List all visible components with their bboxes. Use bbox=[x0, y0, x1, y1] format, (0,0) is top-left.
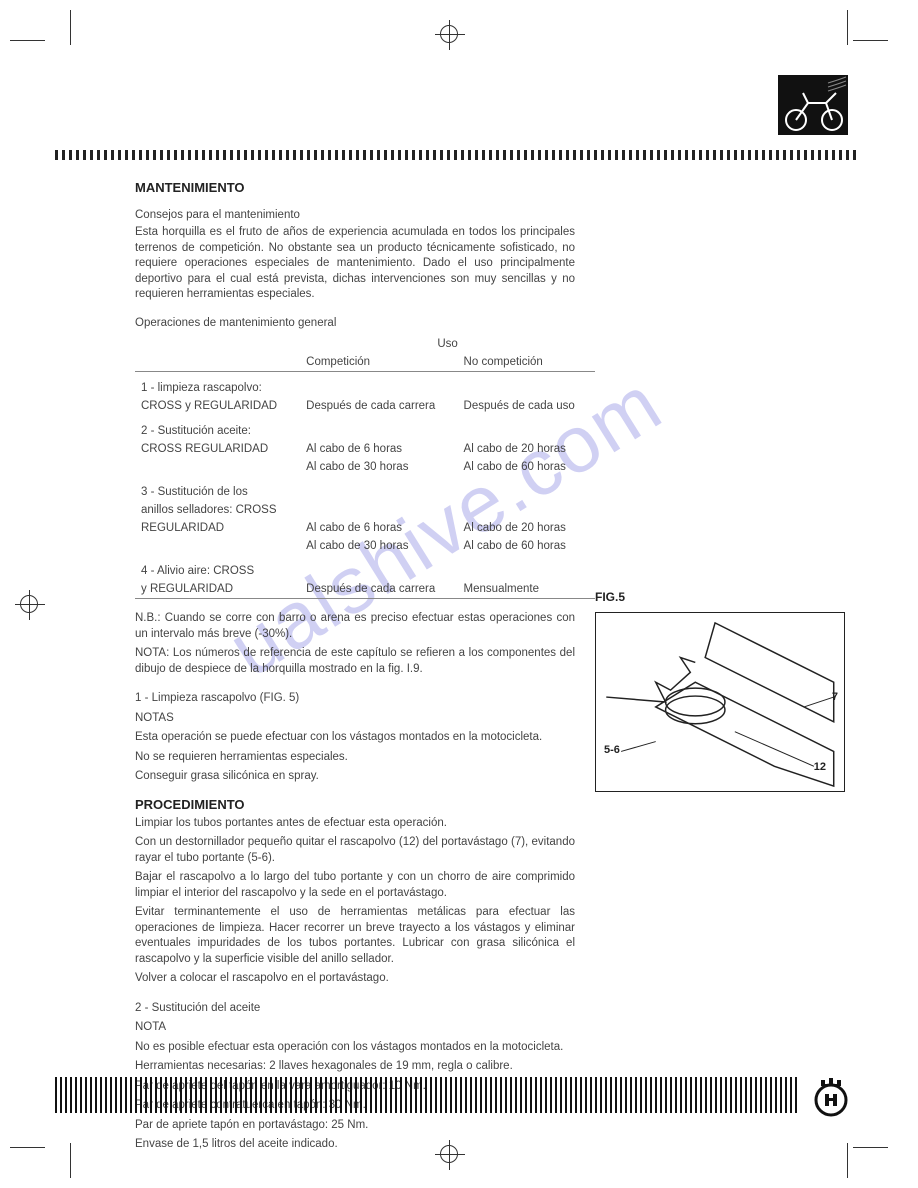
heading-maintenance: MANTENIMIENTO bbox=[135, 180, 845, 195]
crop-mark bbox=[853, 1147, 888, 1148]
table-cell: Después de cada uso bbox=[458, 397, 595, 415]
dashed-divider-top bbox=[55, 150, 858, 160]
table-row-label: 2 - Sustitución aceite: bbox=[135, 415, 300, 440]
figure-5-diagram: 7 12 5-6 bbox=[595, 612, 845, 792]
section1-p: No se requieren herramientas especiales. bbox=[135, 750, 575, 766]
crop-mark bbox=[847, 10, 848, 45]
nb-text: N.B.: Cuando se corre con barro o arena … bbox=[135, 611, 575, 642]
section1-p: Conseguir grasa silicónica en spray. bbox=[135, 769, 575, 785]
proc-p: Con un destornillador pequeño quitar el … bbox=[135, 835, 575, 866]
table-row-label: REGULARIDAD bbox=[135, 519, 300, 537]
heading-procedimiento: PROCEDIMIENTO bbox=[135, 797, 845, 812]
crop-mark bbox=[10, 40, 45, 41]
crop-mark bbox=[847, 1143, 848, 1178]
table-header-uso: Uso bbox=[300, 335, 595, 353]
proc-p: Limpiar los tubos portantes antes de efe… bbox=[135, 816, 575, 832]
table-cell: Al cabo de 60 horas bbox=[458, 537, 595, 555]
table-cell: Al cabo de 60 horas bbox=[458, 458, 595, 476]
intro-paragraph: Esta horquilla es el fruto de años de ex… bbox=[135, 225, 575, 303]
table-header-comp: Competición bbox=[300, 353, 457, 372]
figure-callout-12: 12 bbox=[814, 761, 826, 773]
section2-p: Envase de 1,5 litros del aceite indicado… bbox=[135, 1137, 575, 1153]
crop-mark bbox=[70, 10, 71, 45]
proc-p: Bajar el rascapolvo a lo largo del tubo … bbox=[135, 870, 575, 901]
registration-mark bbox=[20, 595, 38, 613]
section1-notas: NOTAS bbox=[135, 711, 575, 727]
table-row-label: 1 - limpieza rascapolvo: bbox=[135, 371, 300, 397]
intro-subheading: Consejos para el mantenimiento bbox=[135, 209, 845, 221]
section2-p: No es posible efectuar esta operación co… bbox=[135, 1040, 575, 1056]
figure-callout-56: 5-6 bbox=[604, 744, 620, 756]
figure-callout-7: 7 bbox=[832, 691, 838, 703]
figure-5-label: FIG.5 bbox=[595, 590, 845, 604]
barcode-divider-bottom bbox=[55, 1077, 798, 1113]
table-row-label: CROSS y REGULARIDAD bbox=[135, 397, 300, 415]
table-row-label: 4 - Alivio aire: CROSS bbox=[135, 555, 300, 580]
table-row-label: y REGULARIDAD bbox=[135, 580, 300, 598]
section2-p: Par de apriete tapón en portavástago: 25… bbox=[135, 1118, 575, 1134]
table-cell: Al cabo de 30 horas bbox=[300, 458, 457, 476]
crop-mark bbox=[853, 40, 888, 41]
section2-nota: NOTA bbox=[135, 1020, 575, 1036]
section1-title: 1 - Limpieza rascapolvo (FIG. 5) bbox=[135, 691, 575, 707]
table-row-label: anillos selladores: CROSS bbox=[135, 501, 300, 519]
table-cell: Al cabo de 6 horas bbox=[300, 519, 457, 537]
table-row-label: 3 - Sustitución de los bbox=[135, 476, 300, 501]
maintenance-table: Uso Competición No competición 1 - limpi… bbox=[135, 335, 595, 600]
operations-heading: Operaciones de mantenimiento general bbox=[135, 317, 845, 329]
proc-p: Volver a colocar el rascapolvo en el por… bbox=[135, 971, 575, 987]
table-cell: Al cabo de 6 horas bbox=[300, 440, 457, 458]
section1-p: Esta operación se puede efectuar con los… bbox=[135, 730, 575, 746]
table-row-label: CROSS REGULARIDAD bbox=[135, 440, 300, 458]
proc-p: Evitar terminantemente el uso de herrami… bbox=[135, 905, 575, 967]
table-cell: Después de cada carrera bbox=[300, 580, 457, 598]
crop-mark bbox=[10, 1147, 45, 1148]
table-cell: Al cabo de 20 horas bbox=[458, 440, 595, 458]
registration-mark bbox=[440, 25, 458, 43]
section2-p: Herramientas necesarias: 2 llaves hexago… bbox=[135, 1059, 575, 1075]
motorcycle-icon bbox=[778, 75, 848, 135]
table-cell: Mensualmente bbox=[458, 580, 595, 598]
nota-text: NOTA: Los números de referencia de este … bbox=[135, 646, 575, 677]
table-cell: Después de cada carrera bbox=[300, 397, 457, 415]
figure-5-block: FIG.5 7 12 5-6 bbox=[595, 590, 845, 792]
section2-title: 2 - Sustitución del aceite bbox=[135, 1001, 575, 1017]
table-cell: Al cabo de 30 horas bbox=[300, 537, 457, 555]
husqvarna-logo-icon bbox=[809, 1074, 853, 1118]
table-header-nocomp: No competición bbox=[458, 353, 595, 372]
crop-mark bbox=[70, 1143, 71, 1178]
table-cell: Al cabo de 20 horas bbox=[458, 519, 595, 537]
